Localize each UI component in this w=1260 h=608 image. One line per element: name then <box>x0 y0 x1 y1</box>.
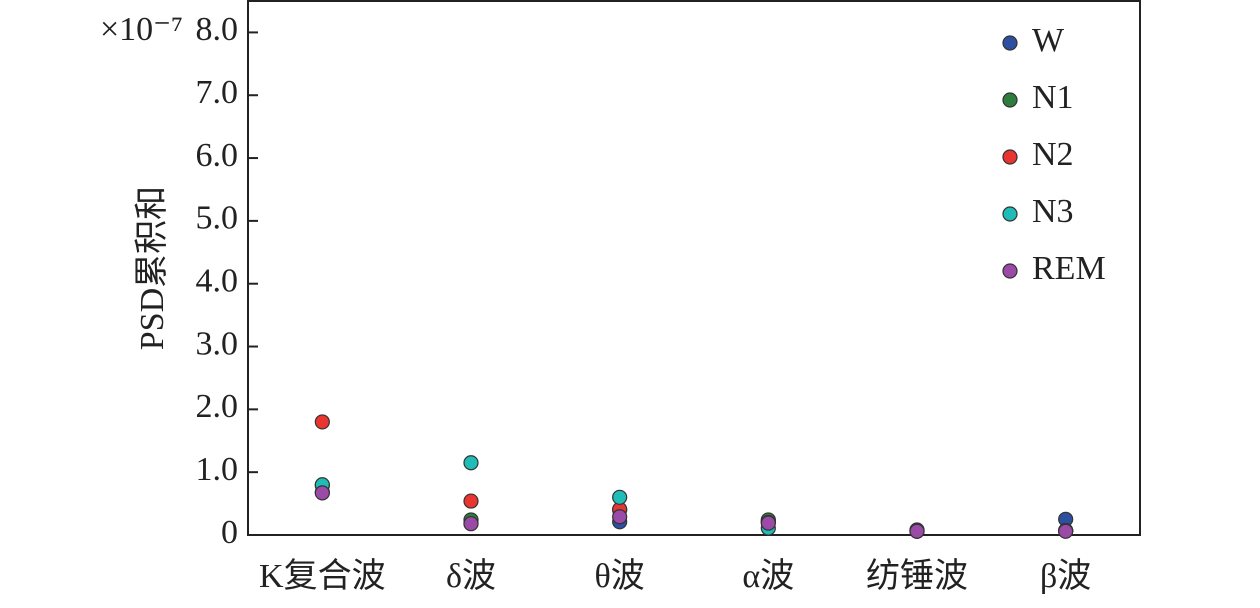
y-tick-label: 7.0 <box>196 74 239 111</box>
x-tick-label: K复合波 <box>259 557 386 595</box>
point <box>314 485 330 501</box>
point <box>463 455 479 471</box>
point <box>314 414 330 430</box>
point <box>463 493 479 509</box>
point <box>612 509 628 525</box>
y-tick-label: 5.0 <box>196 200 239 237</box>
legend-label: REM <box>1032 250 1106 287</box>
y-axis-label: PSD累积和 <box>134 186 171 350</box>
legend-marker <box>1002 149 1018 165</box>
plot-frame <box>247 0 1141 536</box>
point <box>612 489 628 505</box>
y-tick-label: 8.0 <box>196 11 239 48</box>
legend-label: N3 <box>1032 193 1074 230</box>
point <box>463 516 479 532</box>
x-tick-label: β波 <box>1040 557 1091 595</box>
x-tick-label: 纺锤波 <box>866 557 968 595</box>
y-tick-label: 0 <box>221 514 238 551</box>
point <box>1058 523 1074 539</box>
legend-label: N1 <box>1032 79 1074 116</box>
x-tick-label: θ波 <box>595 557 645 595</box>
y-tick-label: 3.0 <box>196 325 239 362</box>
y-multiplier: ×10⁻⁷ <box>100 11 183 48</box>
legend-label: N2 <box>1032 136 1074 173</box>
legend-marker <box>1002 206 1018 222</box>
y-tick-label: 6.0 <box>196 137 239 174</box>
x-tick-label: δ波 <box>446 557 496 595</box>
legend-marker <box>1002 263 1018 279</box>
y-tick-label: 2.0 <box>196 388 239 425</box>
y-tick-label: 4.0 <box>196 263 239 300</box>
legend-label: W <box>1032 22 1065 59</box>
legend-marker <box>1002 92 1018 108</box>
legend-marker <box>1002 35 1018 51</box>
point <box>760 515 776 531</box>
point <box>909 523 925 539</box>
x-tick-label: α波 <box>742 557 794 595</box>
y-tick-label: 1.0 <box>196 451 239 488</box>
